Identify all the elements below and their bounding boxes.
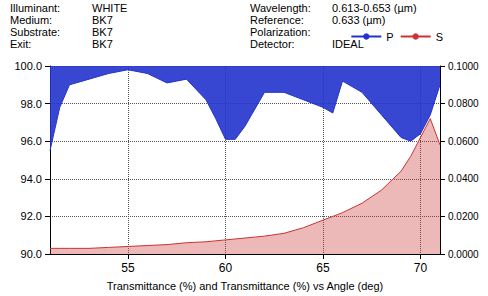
svg-text:Medium:: Medium: xyxy=(10,14,52,26)
svg-text:70: 70 xyxy=(414,261,428,275)
svg-text:Polarization:: Polarization: xyxy=(250,26,311,38)
svg-text:BK7: BK7 xyxy=(92,26,113,38)
svg-text:0.0200: 0.0200 xyxy=(448,211,479,222)
svg-text:BK7: BK7 xyxy=(92,38,113,50)
svg-text:0.613-0.653 (µm): 0.613-0.653 (µm) xyxy=(332,2,417,14)
svg-text:60: 60 xyxy=(219,261,233,275)
svg-text:P: P xyxy=(386,31,393,43)
svg-text:100.0: 100.0 xyxy=(14,60,42,72)
svg-text:Illuminant:: Illuminant: xyxy=(10,2,60,14)
svg-text:98.0: 98.0 xyxy=(21,98,42,110)
svg-text:S: S xyxy=(436,31,443,43)
svg-text:Substrate:: Substrate: xyxy=(10,26,60,38)
svg-text:WHITE: WHITE xyxy=(92,2,127,14)
svg-text:92.0: 92.0 xyxy=(21,210,42,222)
svg-text:Reference:: Reference: xyxy=(250,14,304,26)
svg-text:Wavelength:: Wavelength: xyxy=(250,2,311,14)
svg-text:94.0: 94.0 xyxy=(21,173,42,185)
svg-text:0.633 (µm): 0.633 (µm) xyxy=(332,14,385,26)
svg-text:0.0800: 0.0800 xyxy=(448,98,479,109)
svg-text:55: 55 xyxy=(121,261,135,275)
svg-text:BK7: BK7 xyxy=(92,14,113,26)
svg-text:Transmittance (%) and Transmit: Transmittance (%) and Transmittance (%) … xyxy=(107,280,384,292)
svg-text:90.0: 90.0 xyxy=(21,248,42,260)
svg-text:Detector:: Detector: xyxy=(250,38,295,50)
svg-text:96.0: 96.0 xyxy=(21,135,42,147)
svg-text:0.0600: 0.0600 xyxy=(448,136,479,147)
svg-text:0.0000: 0.0000 xyxy=(448,249,479,260)
svg-text:65: 65 xyxy=(316,261,330,275)
svg-text:0.1000: 0.1000 xyxy=(448,61,479,72)
svg-text:0.0400: 0.0400 xyxy=(448,173,479,184)
svg-text:Exit:: Exit: xyxy=(10,38,31,50)
svg-text:IDEAL: IDEAL xyxy=(332,38,364,50)
